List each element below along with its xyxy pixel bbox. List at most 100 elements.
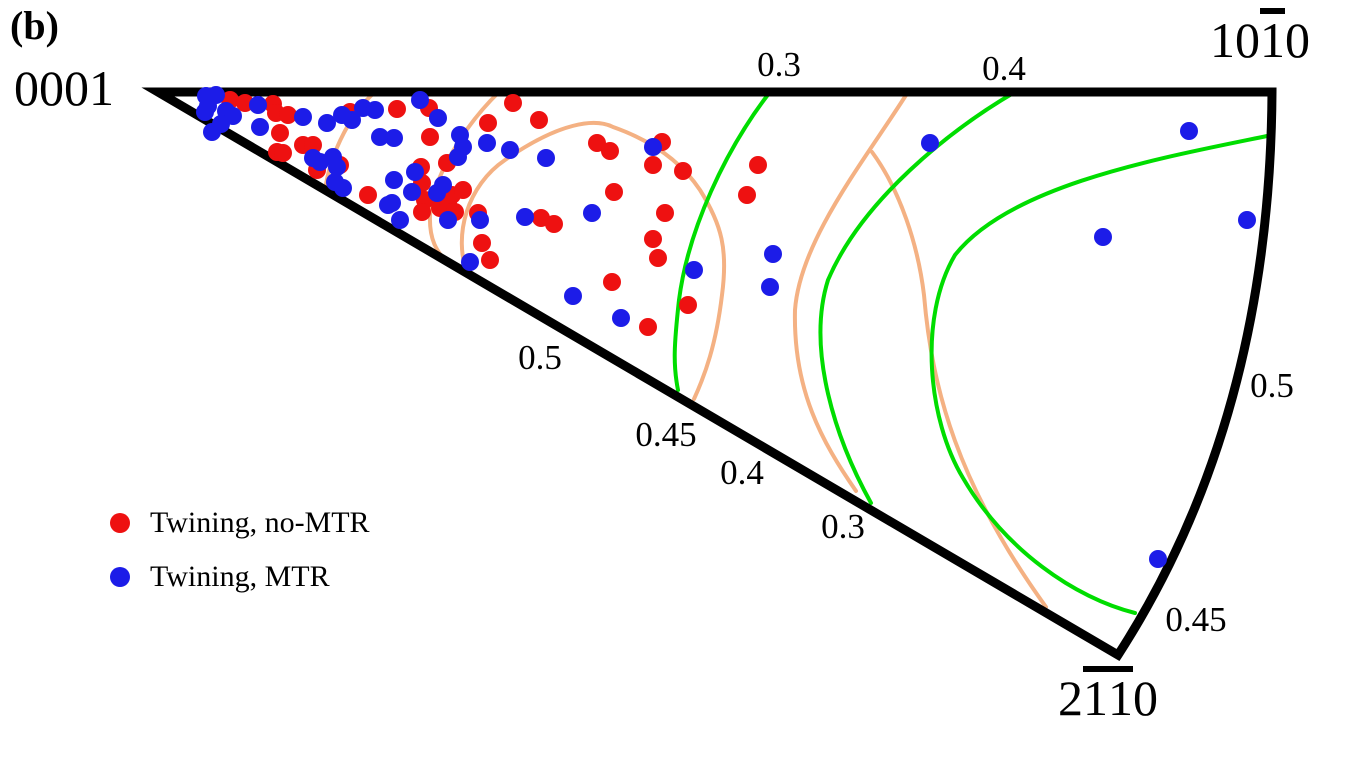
data-point-blue [501,141,519,159]
data-point-red [649,249,667,267]
data-point-red [530,111,548,129]
data-point-blue [471,211,489,229]
data-point-red [674,162,692,180]
data-point-blue [429,109,447,127]
data-point-blue [294,108,312,126]
data-point-red [749,156,767,174]
data-point-red [656,204,674,222]
data-point-red [271,124,289,142]
data-point-red [601,142,619,160]
data-point-red [644,230,662,248]
data-point-blue [406,163,424,181]
miller-digit: 2 [1058,670,1083,726]
data-point-red [454,181,472,199]
data-point-blue [612,309,630,327]
data-point-red [504,94,522,112]
data-point-blue [1149,550,1167,568]
legend-item-mtr: Twining, MTR [110,556,370,598]
data-point-red [644,156,662,174]
orange-schmid-contour [792,90,910,493]
data-point-blue [391,211,409,229]
contour-value-label: 0.3 [757,45,801,84]
data-point-blue [516,208,534,226]
data-point-blue [583,204,601,222]
data-point-blue [1238,211,1256,229]
data-point-blue [343,111,361,129]
data-point-red [413,203,431,221]
red-dot-icon [110,513,130,533]
contour-value-label: 0.3 [821,507,865,546]
contour-value-label: 0.5 [1250,366,1294,405]
panel-label: (b) [10,3,59,48]
blue-dot-icon [110,567,130,587]
data-point-blue [537,149,555,167]
orange-schmid-contour [870,150,1048,609]
legend-label: Twining, MTR [150,560,330,593]
miller-digit: 0 [1285,12,1310,68]
corner-label-10-10: 1010 [1210,8,1310,68]
data-point-blue [318,114,336,132]
miller-digit-overbar: 1 [1108,666,1133,724]
data-point-blue [461,253,479,271]
data-point-red [605,183,623,201]
contour-value-label: 0.45 [635,415,696,454]
miller-digit-overbar: 1 [1083,666,1108,724]
data-point-red [479,114,497,132]
data-point-blue [1180,122,1198,140]
data-point-red [679,296,697,314]
miller-digit: 0 [1133,670,1158,726]
data-point-blue [564,287,582,305]
data-point-blue [203,123,221,141]
data-point-blue [334,179,352,197]
miller-digit: 10 [1210,12,1260,68]
legend-label: Twining, no-MTR [150,506,370,539]
contour-value-label: 0.45 [1165,600,1226,639]
data-point-red [473,234,491,252]
data-point-red [421,128,439,146]
data-point-blue [251,118,269,136]
green-schmid-contour [818,90,1017,505]
data-point-blue [449,148,467,166]
miller-digit: 0001 [14,60,114,116]
data-point-red [481,251,499,269]
data-point-blue [196,103,214,121]
contour-value-label: 0.4 [982,49,1026,88]
contour-value-label: 0.5 [518,338,562,377]
data-point-red [738,186,756,204]
data-point-blue [411,91,429,109]
data-point-blue [328,158,346,176]
miller-digit-overbar: 1 [1260,8,1285,66]
data-point-blue [434,176,452,194]
data-point-blue [249,96,267,114]
data-point-red [588,134,606,152]
legend: Twining, no-MTR Twining, MTR [110,502,370,610]
data-point-red [603,273,621,291]
data-point-blue [385,171,403,189]
green-schmid-contour [672,90,772,392]
data-point-red [274,144,292,162]
ipf-triangle-border [141,87,1277,662]
legend-item-no-mtr: Twining, no-MTR [110,502,370,544]
data-point-red [279,106,297,124]
data-point-blue [371,128,389,146]
green-schmid-contour [929,134,1269,615]
data-point-red [388,100,406,118]
data-point-blue [385,129,403,147]
data-point-blue [644,138,662,156]
data-point-red [359,186,377,204]
data-point-red [545,215,563,233]
data-point-blue [921,134,939,152]
data-point-blue [403,183,421,201]
data-point-blue [379,196,397,214]
data-point-blue [764,245,782,263]
corner-label-2-1-10: 2110 [1058,666,1158,726]
contour-value-label: 0.4 [720,453,764,492]
corner-label-0001: 0001 [14,62,114,114]
data-point-blue [366,101,384,119]
data-point-red [639,318,657,336]
data-point-blue [685,261,703,279]
data-point-blue [761,278,779,296]
data-point-blue [439,211,457,229]
